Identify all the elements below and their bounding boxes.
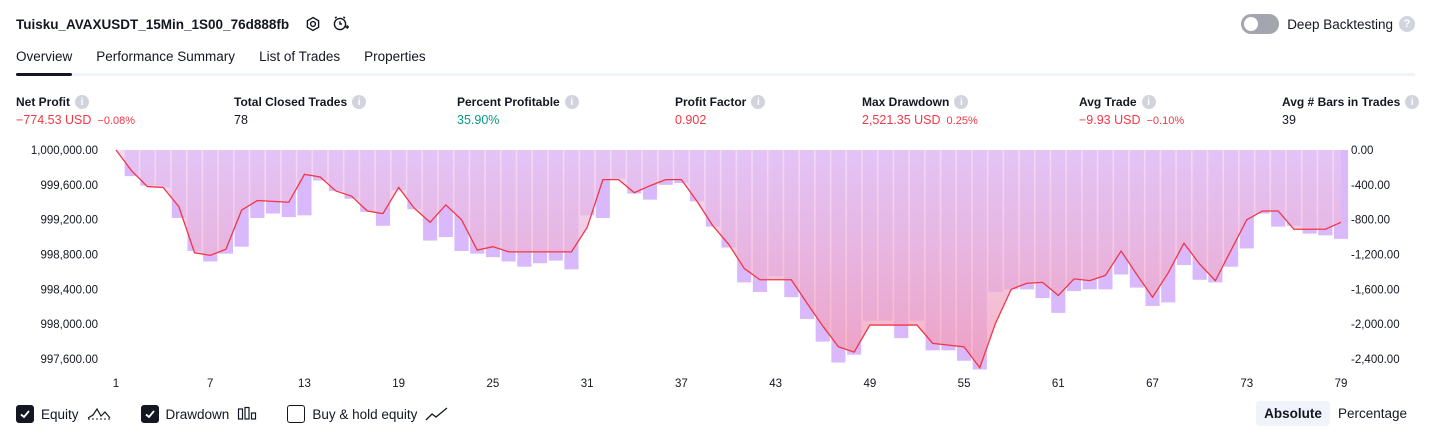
info-icon[interactable]: i <box>751 95 766 109</box>
equity-line <box>115 149 1342 370</box>
tab-list-of-trades[interactable]: List of Trades <box>259 49 341 64</box>
equity-label: Equity <box>41 406 79 422</box>
tab-properties[interactable]: Properties <box>364 49 426 64</box>
metric-percent: −0.10% <box>1146 115 1185 127</box>
metric-value: −774.53 USD <box>16 113 92 127</box>
chart-legend: Equity Drawdown Buy & hold equity <box>16 403 479 425</box>
info-icon[interactable]: i <box>1405 95 1420 109</box>
info-icon[interactable]: i <box>75 95 89 109</box>
metric-label: Avg # Bars in Trades <box>1282 95 1401 109</box>
x-axis: 1 7 13 19 25 31 37 43 49 55 61 67 73 79 <box>113 378 1348 390</box>
left-tick-label: 998,800.00 <box>40 250 98 262</box>
right-tick-label: -400.00 <box>1351 180 1390 192</box>
metric-value: 35.90% <box>457 113 500 127</box>
right-tick-label: -800.00 <box>1351 215 1390 227</box>
help-icon[interactable]: ? <box>1399 16 1415 32</box>
metric-value: 39 <box>1282 113 1296 127</box>
x-tick-label: 43 <box>769 378 782 390</box>
x-tick-label: 7 <box>207 378 213 390</box>
equity-area <box>115 149 1342 370</box>
x-tick-label: 1 <box>113 378 119 390</box>
metric-profit-factor: Profit Factor i 0.902 <box>675 94 766 127</box>
equity-checkbox[interactable] <box>16 405 34 423</box>
left-tick-label: 999,200.00 <box>40 215 98 227</box>
left-tick-label: 999,600.00 <box>40 180 98 192</box>
drawdown-bars-icon <box>237 406 257 422</box>
equity-line-icon <box>87 406 111 422</box>
left-axis: 1,000,000.00 999,600.00 999,200.00 998,800.… <box>31 145 98 366</box>
x-tick-label: 37 <box>675 378 688 390</box>
right-tick-label: -1,600.00 <box>1351 284 1400 296</box>
x-tick-label: 25 <box>487 378 500 390</box>
metric-percent: 0.25% <box>946 115 978 127</box>
metric-value: 2,521.35 USD <box>862 113 941 127</box>
settings-gear-icon[interactable] <box>303 14 323 34</box>
x-tick-label: 13 <box>298 378 311 390</box>
metric-net-profit: Net Profit i −774.53 USD −0.08% <box>16 94 135 127</box>
equity-drawdown-chart[interactable]: 1,000,000.00 999,600.00 999,200.00 998,800.… <box>0 138 1431 398</box>
report-tabs: Overview Performance Summary List of Tra… <box>16 44 1415 76</box>
legend-buy-hold: Buy & hold equity <box>287 405 449 423</box>
x-tick-label: 19 <box>392 378 405 390</box>
left-tick-label: 998,400.00 <box>40 284 98 296</box>
left-tick-label: 1,000,000.00 <box>31 145 98 157</box>
right-axis: 0.00 -400.00 -800.00 -1,200.00 -1,600.00 -2,0… <box>1351 145 1400 366</box>
x-tick-label: 79 <box>1335 378 1348 390</box>
right-tick-label: -2,000.00 <box>1351 319 1400 331</box>
add-alert-clock-icon[interactable] <box>331 14 351 34</box>
scale-mode-selector: Absolute Percentage <box>1256 401 1415 426</box>
metric-total-closed-trades: Total Closed Trades i 78 <box>234 94 367 127</box>
metric-label: Profit Factor <box>675 95 747 109</box>
left-tick-label: 998,000.00 <box>40 319 98 331</box>
tab-performance-summary[interactable]: Performance Summary <box>96 49 236 64</box>
drawdown-checkbox[interactable] <box>140 405 159 423</box>
metric-label: Max Drawdown <box>862 95 950 109</box>
x-tick-label: 55 <box>958 378 971 390</box>
metric-label: Net Profit <box>16 95 70 109</box>
absolute-button[interactable]: Absolute <box>1256 401 1330 426</box>
info-icon[interactable]: i <box>954 95 969 109</box>
metric-avg-bars: Avg # Bars in Trades i 39 <box>1282 94 1420 127</box>
equity-fill <box>116 150 1341 368</box>
info-icon[interactable]: i <box>352 95 367 109</box>
metric-percent-profitable: Percent Profitable i 35.90% <box>457 94 579 127</box>
deep-backtesting-label: Deep Backtesting <box>1287 16 1393 32</box>
metric-max-drawdown: Max Drawdown i 2,521.35 USD 0.25% <box>862 94 978 127</box>
strategy-header: Tuisku_AVAXUSDT_15Min_1S00_76d888fb <box>16 12 351 36</box>
deep-backtesting-control: Deep Backtesting ? <box>1241 13 1415 35</box>
metric-value: 78 <box>234 113 248 127</box>
drawdown-label: Drawdown <box>165 406 230 422</box>
legend-drawdown: Drawdown <box>140 405 258 423</box>
right-tick-label: -1,200.00 <box>1351 250 1400 262</box>
x-tick-label: 61 <box>1052 378 1065 390</box>
percentage-button[interactable]: Percentage <box>1337 406 1407 421</box>
buy-hold-line-icon <box>425 406 449 422</box>
buy-hold-checkbox[interactable] <box>287 405 306 423</box>
metric-label: Total Closed Trades <box>234 95 348 109</box>
metric-label: Percent Profitable <box>457 95 560 109</box>
right-tick-label: 0.00 <box>1351 145 1373 157</box>
buy-hold-label: Buy & hold equity <box>312 406 418 422</box>
x-tick-label: 31 <box>581 378 594 390</box>
right-tick-label: -2,400.00 <box>1351 354 1400 366</box>
metric-value: 0.902 <box>675 113 707 127</box>
tab-overview[interactable]: Overview <box>16 44 73 76</box>
toggle-knob <box>1244 17 1259 31</box>
x-tick-label: 73 <box>1240 378 1253 390</box>
metric-value: −9.93 USD <box>1079 113 1141 127</box>
metric-avg-trade: Avg Trade i −9.93 USD −0.10% <box>1079 94 1184 127</box>
metric-percent: −0.08% <box>97 115 136 127</box>
strategy-title: Tuisku_AVAXUSDT_15Min_1S00_76d888fb <box>16 16 290 32</box>
info-icon[interactable]: i <box>1141 95 1156 109</box>
legend-equity: Equity <box>16 405 111 423</box>
info-icon[interactable]: i <box>564 95 579 109</box>
metric-label: Avg Trade <box>1079 95 1137 109</box>
left-tick-label: 997,600.00 <box>40 354 98 366</box>
x-tick-label: 49 <box>863 378 876 390</box>
x-tick-label: 67 <box>1146 378 1159 390</box>
deep-backtesting-toggle[interactable] <box>1241 14 1280 34</box>
